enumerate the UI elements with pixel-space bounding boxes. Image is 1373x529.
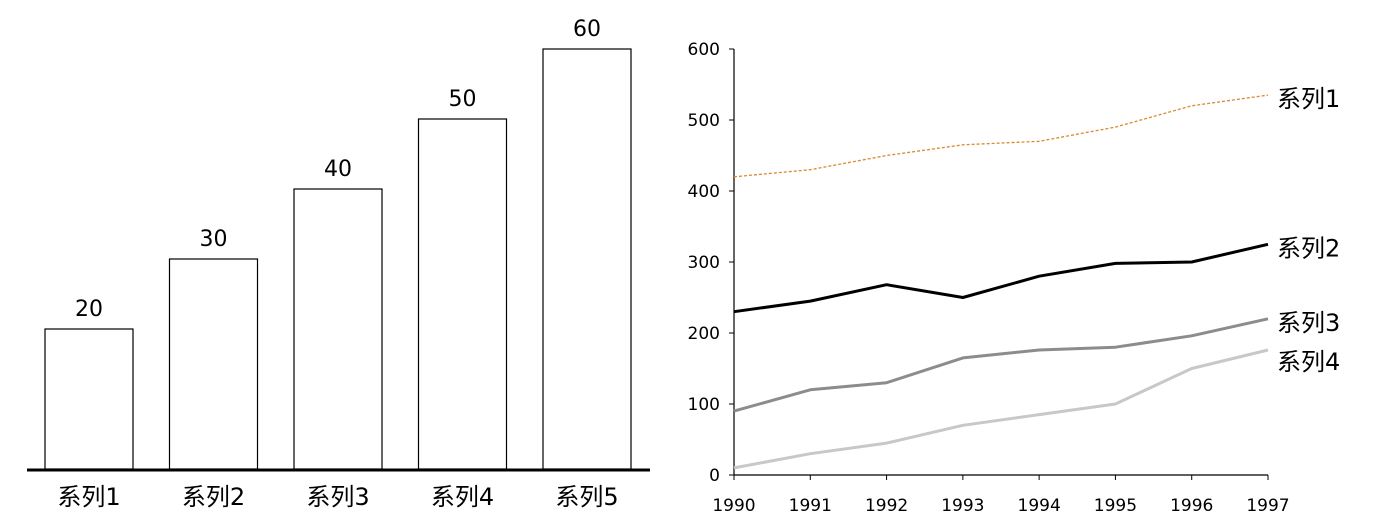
series-line-2 xyxy=(733,242,1269,314)
x-tick-label: 1997 xyxy=(1246,496,1289,516)
bar-1 xyxy=(44,328,134,470)
bar-chart: 20 系列1 30 系列2 40 系列3 50 系列4 60 系列5 xyxy=(27,17,650,511)
series-line-3 xyxy=(733,317,1269,413)
series-line-4 xyxy=(733,348,1269,470)
x-tick-label: 1991 xyxy=(789,496,832,516)
y-tick-label: 300 xyxy=(688,253,720,273)
x-tick-label: 1990 xyxy=(712,496,755,516)
x-tick-label: 1994 xyxy=(1018,496,1061,516)
bar-5 xyxy=(542,48,632,470)
bar-category-label: 系列3 xyxy=(306,483,369,511)
bar-value-label: 20 xyxy=(75,297,103,322)
bar-category-label: 系列2 xyxy=(182,483,245,511)
bar-value-label: 50 xyxy=(449,87,477,112)
bar-category-label: 系列4 xyxy=(431,483,494,511)
bar-2 xyxy=(168,258,259,470)
bar-value-label: 60 xyxy=(573,17,601,42)
y-tick-label: 0 xyxy=(709,466,720,486)
series-label-3: 系列3 xyxy=(1277,309,1340,337)
y-tick-label: 400 xyxy=(688,182,720,202)
bar-3 xyxy=(293,188,383,470)
series-label-4: 系列4 xyxy=(1277,348,1340,376)
y-tick-label: 200 xyxy=(688,324,720,344)
bar-category-label: 系列5 xyxy=(555,483,618,511)
x-tick-label: 1993 xyxy=(941,496,984,516)
x-tick-label: 1995 xyxy=(1094,496,1137,516)
series-label-2: 系列2 xyxy=(1277,234,1340,262)
y-tick-label: 100 xyxy=(688,395,720,415)
y-tick-label: 500 xyxy=(688,111,720,131)
x-tick-label: 1996 xyxy=(1170,496,1213,516)
bar-value-label: 30 xyxy=(200,227,228,252)
line-chart: 0 100 200 300 400 500 600 1990 1991 1992 1993 1994 1… xyxy=(688,40,1341,516)
x-tick-label: 1992 xyxy=(865,496,908,516)
series-line-1 xyxy=(733,94,1269,178)
bar-4 xyxy=(417,118,508,470)
y-tick-label: 600 xyxy=(688,40,720,60)
bar-category-label: 系列1 xyxy=(57,483,120,511)
series-label-1: 系列1 xyxy=(1277,85,1340,113)
bar-value-label: 40 xyxy=(324,157,352,182)
